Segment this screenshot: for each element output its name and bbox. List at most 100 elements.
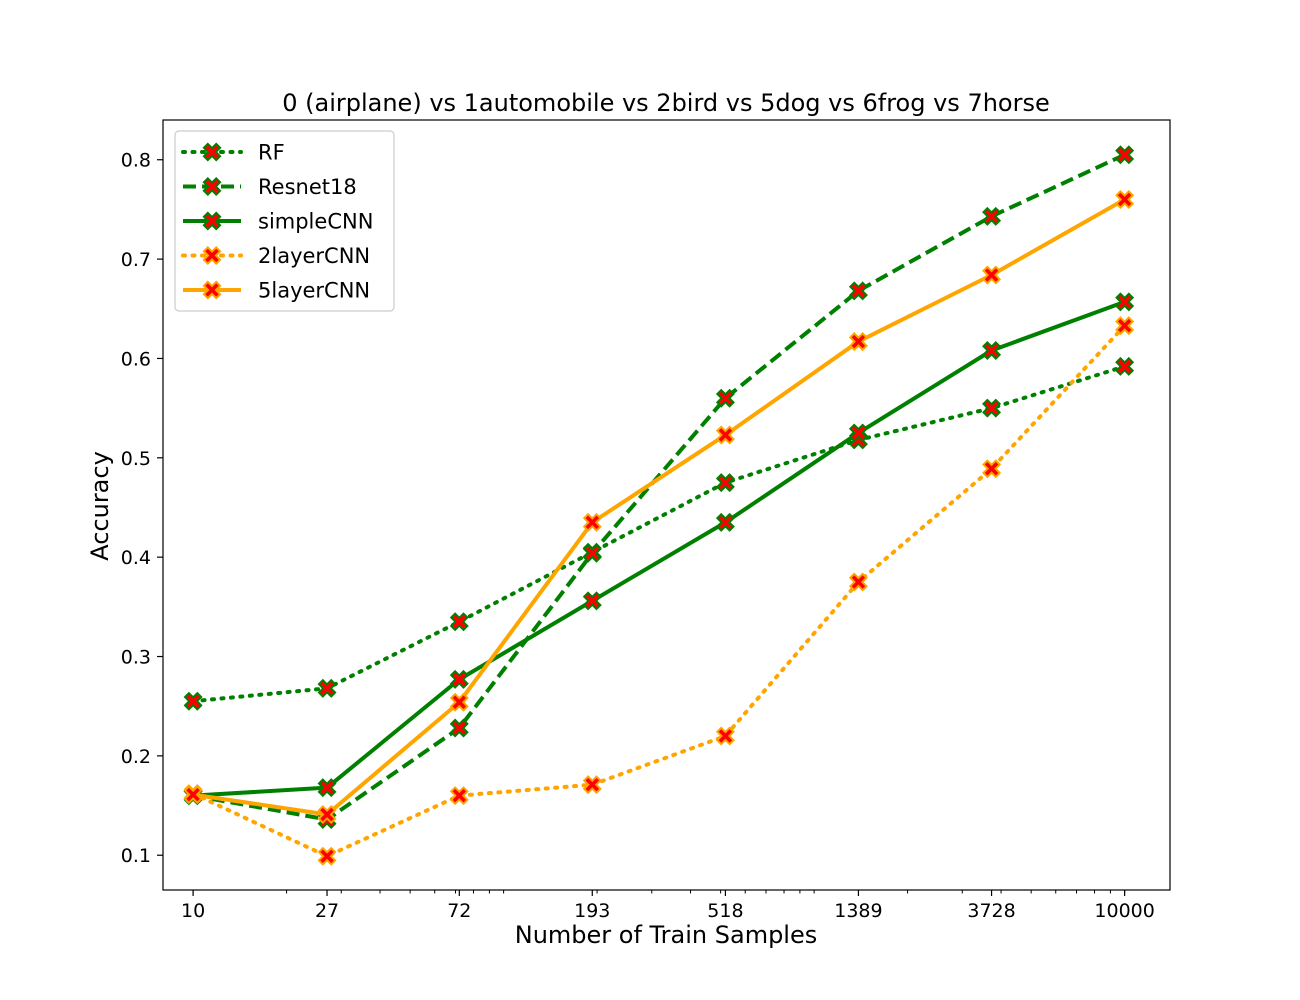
legend-marker — [202, 245, 222, 266]
legend-marker — [202, 176, 222, 197]
x-tick-label: 1389 — [834, 900, 882, 922]
legend-marker — [202, 211, 222, 231]
y-tick-label: 0.8 — [121, 150, 151, 172]
y-tick-label: 0.4 — [121, 547, 151, 569]
marker-face — [205, 214, 219, 228]
x-tick-label: 10000 — [1094, 900, 1154, 922]
data-point — [582, 512, 602, 532]
marker-face — [186, 787, 200, 802]
marker-face — [452, 721, 467, 735]
data-point — [317, 778, 337, 798]
data-point — [982, 459, 1002, 479]
legend-marker — [202, 280, 222, 300]
marker-face — [585, 594, 600, 608]
data-point — [317, 678, 337, 698]
x-tick-label: 10 — [181, 900, 205, 922]
marker-face — [984, 461, 999, 476]
data-point — [1115, 316, 1135, 336]
legend-marker — [202, 142, 222, 162]
data-point — [715, 512, 735, 532]
marker-face — [205, 145, 219, 159]
legend-label: Resnet18 — [258, 175, 357, 199]
marker-face — [984, 401, 999, 415]
legend-item-Resnet18: Resnet18 — [183, 175, 357, 199]
axes-frame — [162, 119, 1171, 891]
data-point — [582, 543, 602, 563]
series-line — [191, 364, 1127, 704]
marker-face — [984, 343, 999, 358]
y-tick-label: 0.1 — [121, 845, 151, 867]
plot-area: 0.1 0.2 0.3 0.4 0.5 0.6 0.7 0.8 10 27 72 193 518 1389… — [121, 119, 1171, 922]
data-point — [317, 804, 337, 824]
marker-face — [320, 780, 334, 795]
data-point — [449, 718, 469, 738]
marker-face — [1117, 148, 1132, 162]
marker-face — [851, 575, 866, 589]
marker-face — [585, 546, 600, 560]
data-point — [848, 332, 868, 352]
legend-label: simpleCNN — [258, 210, 373, 234]
legend-box — [174, 130, 395, 312]
x-tick-label: 72 — [447, 900, 471, 922]
marker-face — [851, 284, 866, 298]
legend-label: RF — [258, 141, 285, 165]
data-point — [1115, 145, 1135, 165]
legend-item-2layerCNN: 2layerCNN — [181, 244, 370, 268]
marker-face — [320, 849, 334, 863]
data-point — [715, 425, 735, 445]
y-axis-label: Accuracy — [86, 451, 114, 561]
marker-face — [718, 475, 733, 490]
y-tick-label: 0.3 — [121, 647, 151, 669]
y-tick-label: 0.2 — [121, 746, 151, 768]
series-line — [192, 152, 1126, 822]
data-point — [982, 340, 1002, 361]
marker-face — [1117, 318, 1132, 333]
legend-label: 5layerCNN — [258, 279, 370, 303]
marker-face — [452, 788, 467, 803]
series-line — [192, 197, 1126, 817]
data-point — [1115, 189, 1135, 209]
marker-face — [452, 614, 467, 629]
data-point — [317, 846, 337, 866]
marker-face — [984, 209, 999, 224]
legend-item-5layerCNN: 5layerCNN — [183, 279, 370, 303]
marker-face — [851, 426, 866, 440]
marker-face — [205, 248, 219, 263]
series-RF — [183, 356, 1135, 711]
marker-face — [585, 515, 600, 530]
x-tick-label: 518 — [707, 900, 743, 922]
series-line — [192, 299, 1126, 798]
data-point — [715, 388, 735, 408]
data-point — [183, 691, 203, 711]
marker-face — [585, 777, 600, 792]
marker-face — [718, 391, 733, 405]
data-point — [848, 572, 868, 592]
y-tick-label: 0.6 — [121, 348, 151, 370]
series-5layerCNN — [183, 189, 1135, 824]
series-simpleCNN — [183, 292, 1135, 806]
data-point — [848, 423, 868, 443]
marker-face — [718, 729, 733, 743]
marker-face — [205, 283, 219, 297]
data-point — [449, 786, 469, 806]
x-tick-label: 27 — [315, 900, 339, 922]
legend-item-simpleCNN: simpleCNN — [183, 210, 373, 234]
marker-face — [452, 672, 467, 687]
data-point — [982, 398, 1002, 418]
data-point — [449, 612, 469, 632]
data-point — [582, 591, 602, 611]
data-point — [848, 281, 868, 301]
data-point — [982, 206, 1002, 226]
legend-label: 2layerCNN — [258, 244, 370, 268]
data-point — [582, 775, 602, 795]
marker-face — [186, 694, 200, 708]
marker-face — [1117, 359, 1132, 374]
marker-face — [851, 334, 866, 349]
marker-face — [718, 515, 733, 530]
x-axis-label: Number of Train Samples — [515, 921, 818, 949]
data-point — [449, 692, 469, 712]
data-point — [449, 669, 469, 689]
marker-face — [718, 428, 733, 442]
data-point — [183, 785, 203, 805]
